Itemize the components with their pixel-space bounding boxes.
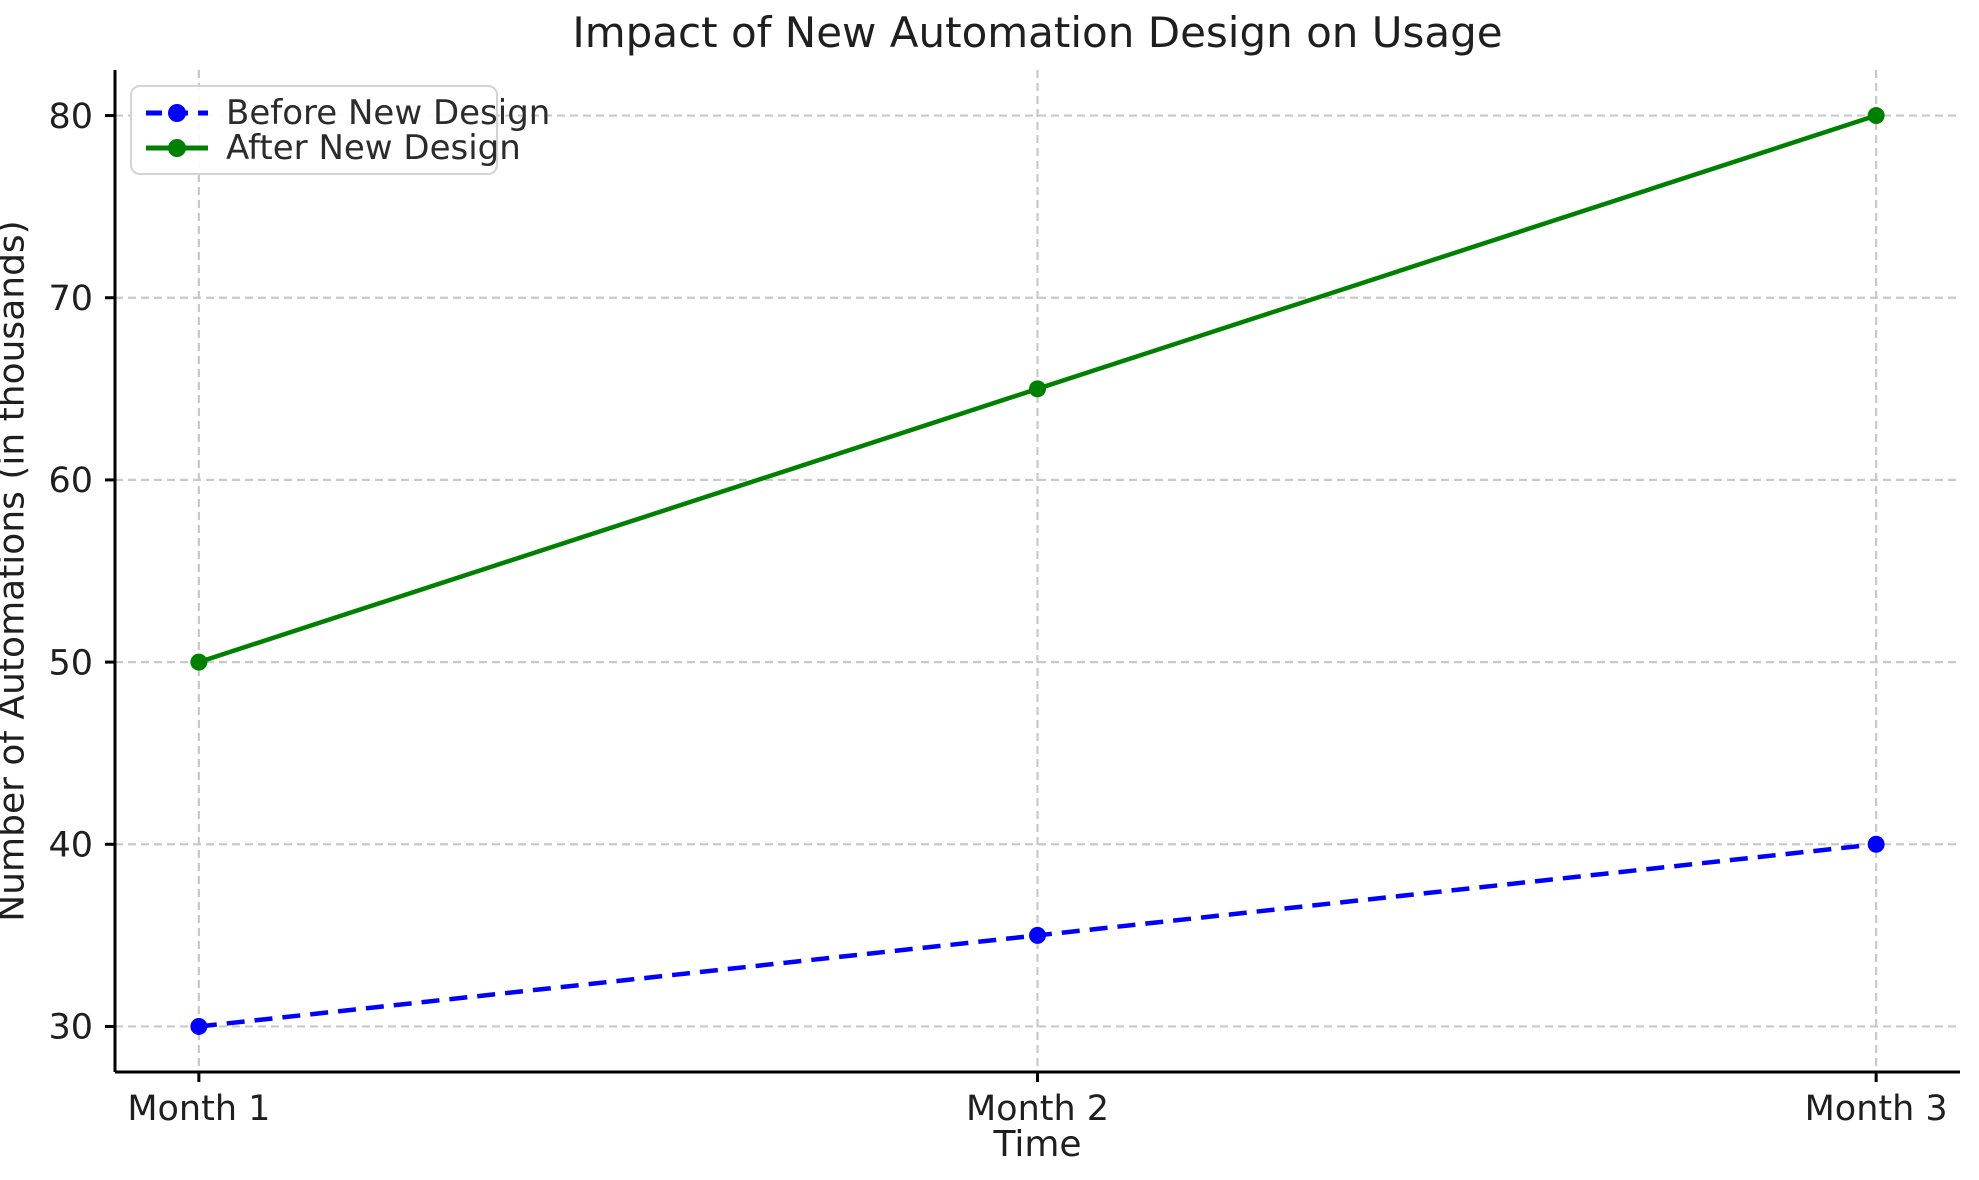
x-tick-label: Month 2	[966, 1089, 1109, 1129]
data-point	[190, 653, 208, 671]
data-point	[1867, 835, 1885, 853]
x-tick-label: Month 3	[1805, 1089, 1948, 1129]
x-tick-label: Month 1	[127, 1089, 270, 1129]
data-point	[190, 1017, 208, 1035]
x-axis-label: Time	[993, 1124, 1082, 1165]
y-tick-label: 70	[48, 279, 93, 319]
chart-title: Impact of New Automation Design on Usage	[572, 8, 1503, 57]
y-tick-label: 50	[48, 643, 93, 683]
legend-label-after: After New Design	[226, 127, 521, 168]
y-tick-label: 80	[48, 97, 93, 137]
legend: Before New Design After New Design	[130, 85, 550, 175]
y-tick-label: 60	[48, 461, 93, 501]
y-tick-label: 30	[48, 1008, 93, 1048]
legend-line-after-icon	[146, 138, 208, 157]
legend-line-before-icon	[146, 103, 208, 122]
legend-entry-before: Before New Design	[144, 95, 550, 130]
y-tick-label: 40	[48, 826, 93, 866]
legend-entry-after: After New Design	[144, 130, 521, 165]
y-axis-label: Number of Automations (in thousands)	[0, 220, 33, 922]
data-point	[1029, 926, 1046, 944]
data-point	[1029, 380, 1046, 398]
data-point	[1867, 107, 1885, 125]
legend-label-before: Before New Design	[226, 92, 551, 133]
